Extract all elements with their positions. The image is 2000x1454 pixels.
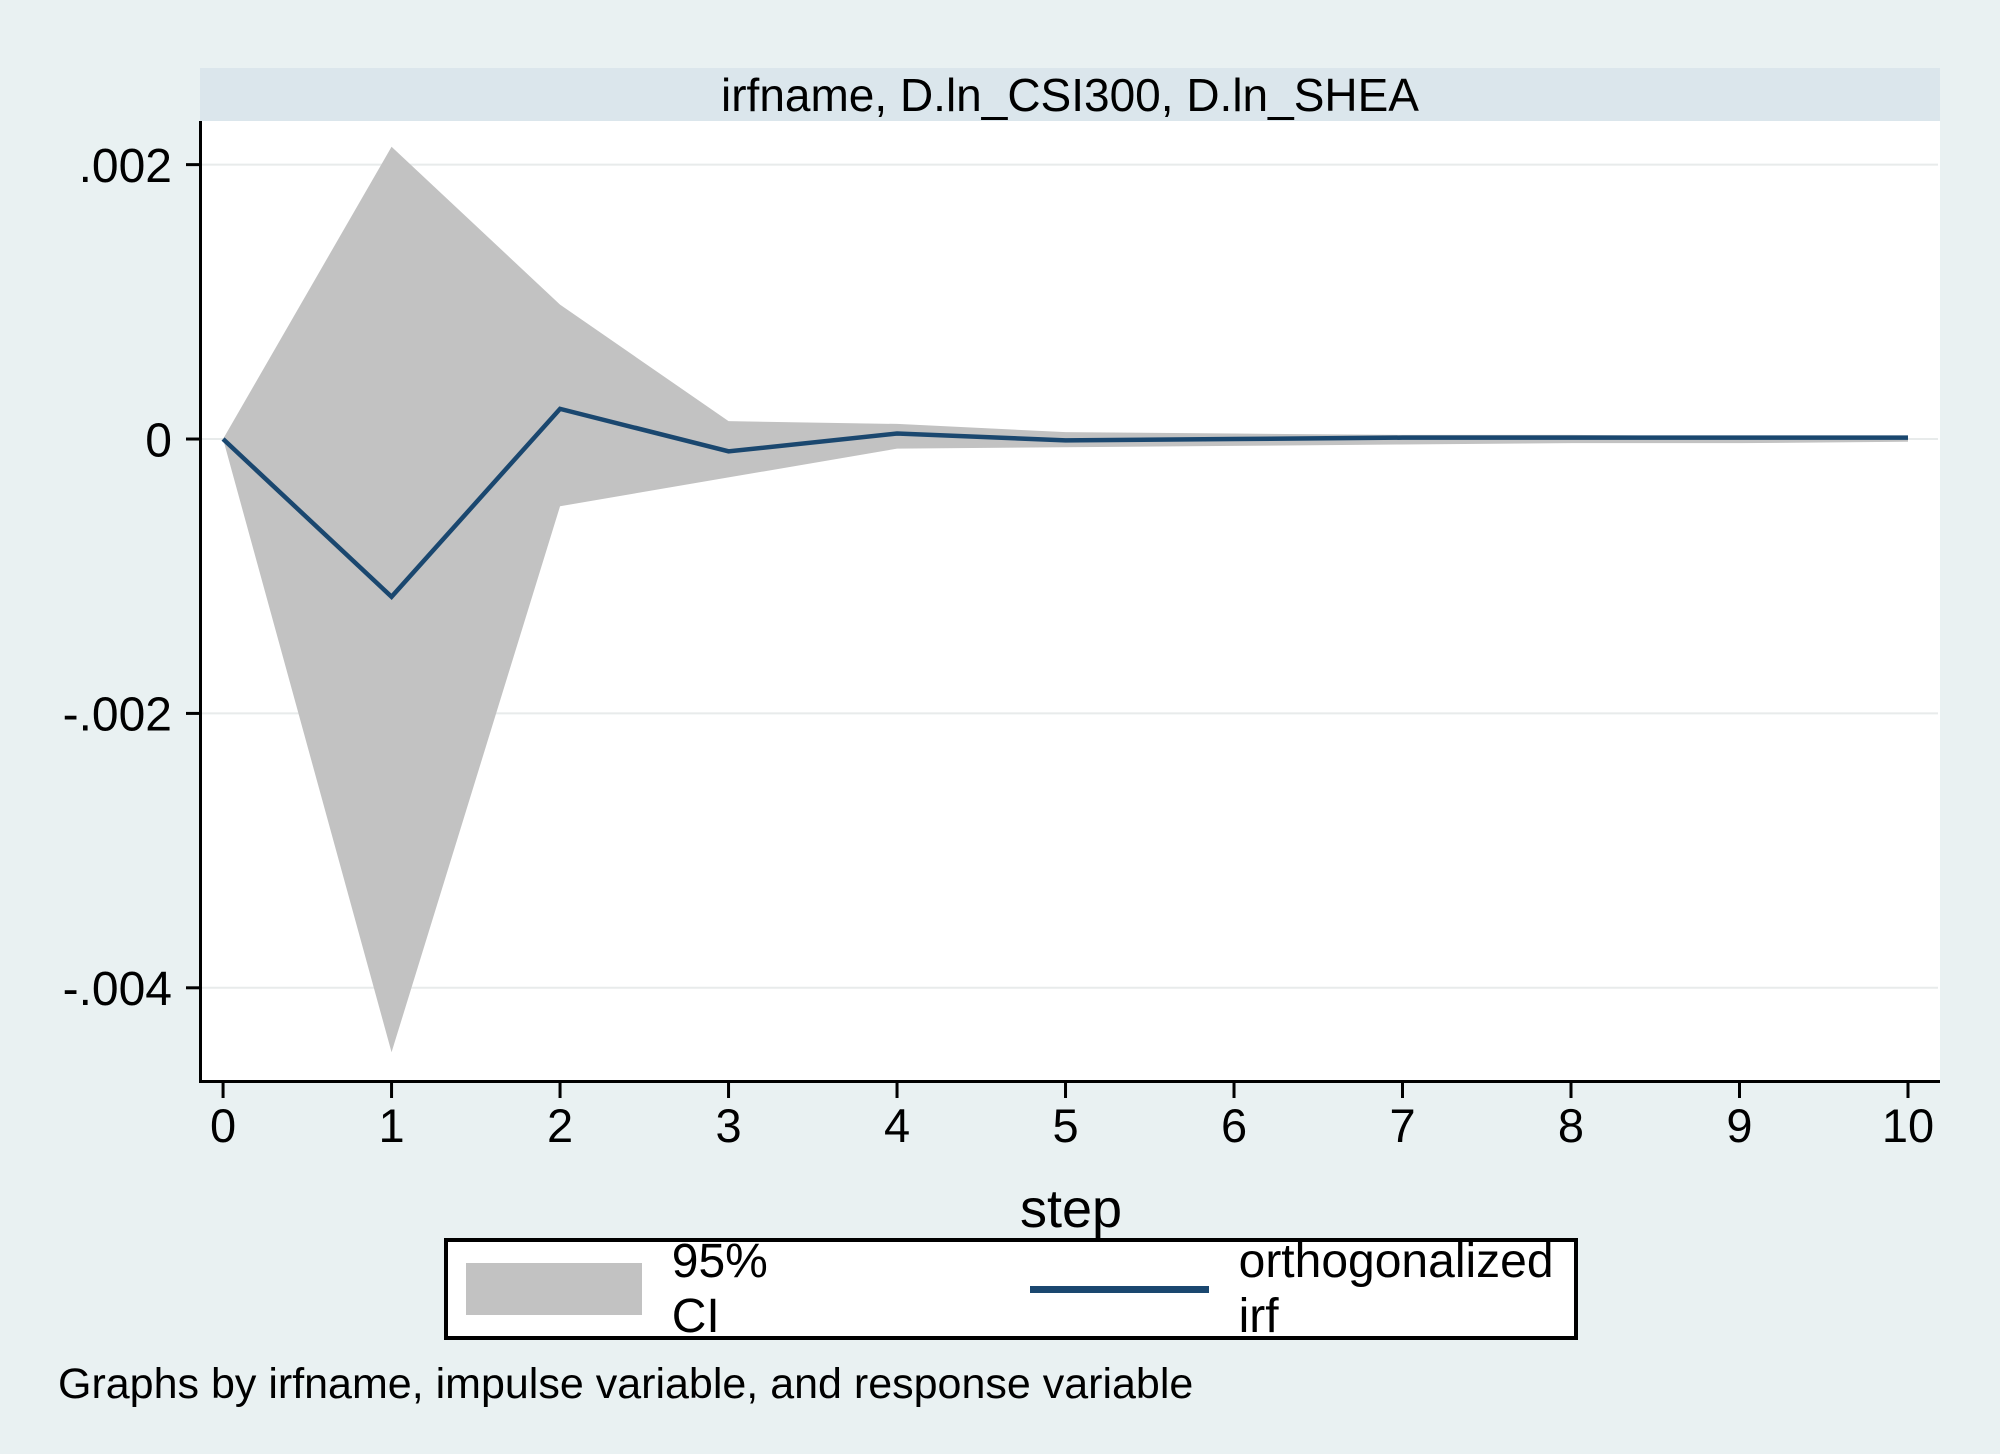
legend-label-irf: orthogonalized irf — [1238, 1235, 1554, 1343]
x-tick-label: 4 — [884, 1099, 910, 1152]
legend-label-ci: 95% CI — [671, 1235, 768, 1343]
graph-note: Graphs by irfname, impulse variable, and… — [58, 1360, 1194, 1408]
x-axis-title: step — [1019, 1179, 1123, 1239]
legend: 95% CI orthogonalized irf — [444, 1235, 1578, 1343]
irf-line-swatch — [1030, 1285, 1209, 1293]
x-tick-label: 7 — [1389, 1099, 1415, 1152]
chart-title: irfname, D.ln_CSI300, D.ln_SHEA — [721, 69, 1419, 121]
x-tick-label: 5 — [1052, 1099, 1078, 1152]
ci-band — [223, 146, 1908, 1053]
x-tick-label: 10 — [1882, 1099, 1934, 1152]
x-tick-label: 9 — [1726, 1099, 1752, 1152]
x-tick-label: 2 — [547, 1099, 573, 1152]
y-tick-label: .002 — [79, 140, 172, 193]
y-tick-label: -.004 — [63, 963, 172, 1016]
y-tick-label: 0 — [145, 414, 172, 467]
chart-title-band: irfname, D.ln_CSI300, D.ln_SHEA — [200, 68, 1940, 121]
x-tick-label: 6 — [1221, 1099, 1247, 1152]
x-tick-label: 3 — [715, 1099, 741, 1152]
x-tick-label: 8 — [1558, 1099, 1584, 1152]
x-tick-label: 0 — [210, 1099, 236, 1152]
ci-band-swatch — [466, 1263, 642, 1315]
x-tick-label: 1 — [378, 1099, 404, 1152]
y-tick-label: -.002 — [63, 689, 172, 742]
irf-line — [221, 406, 1908, 601]
